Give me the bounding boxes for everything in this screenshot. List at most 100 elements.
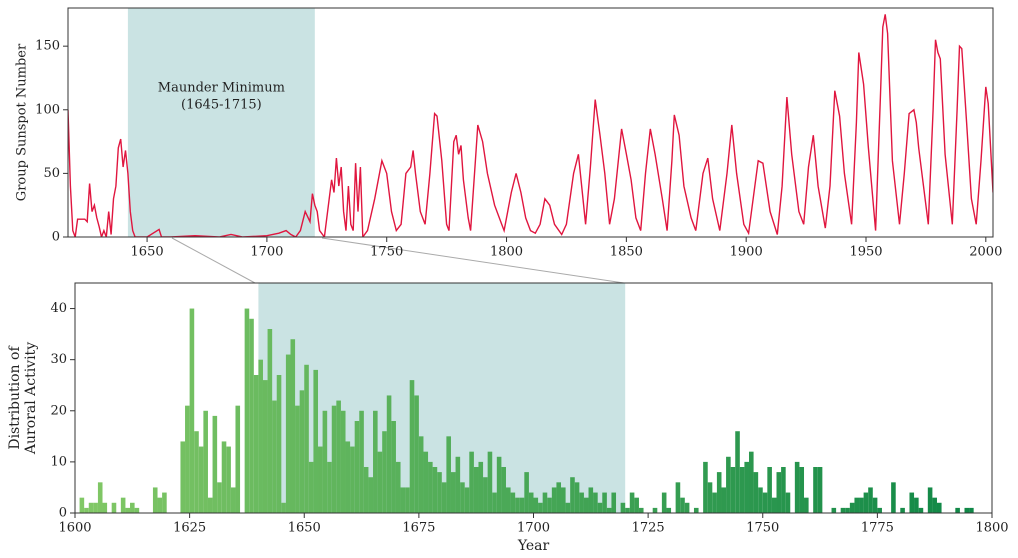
zoom-connector: [321, 237, 625, 284]
histogram-bar: [304, 364, 309, 513]
histogram-bar: [285, 354, 291, 513]
histogram-bar: [272, 400, 277, 513]
x-tick-label: 1750: [370, 245, 403, 260]
histogram-bar: [524, 472, 529, 513]
histogram-bar: [776, 472, 782, 513]
histogram-bar: [593, 492, 598, 513]
histogram-bar: [464, 487, 470, 513]
histogram-bar: [281, 502, 286, 513]
histogram-bar: [230, 487, 236, 513]
sunspot-line: [68, 14, 993, 237]
histogram-bar: [528, 492, 534, 513]
histogram-bar: [739, 467, 745, 513]
y-axis-label: Distribution of: [7, 345, 23, 450]
histogram-bar: [794, 461, 800, 513]
histogram-bar: [102, 502, 108, 513]
x-tick-label: 1950: [849, 245, 882, 260]
histogram-bar: [785, 492, 791, 513]
histogram-bar: [194, 431, 199, 513]
histogram-bar: [460, 482, 465, 513]
histogram-bar: [446, 436, 451, 513]
histogram-bar: [565, 502, 571, 513]
histogram-bar: [217, 482, 222, 513]
histogram-bar: [423, 451, 429, 513]
histogram-bar: [675, 482, 681, 513]
histogram-bar: [111, 502, 117, 513]
histogram-bar: [634, 497, 639, 513]
histogram-bar: [707, 482, 713, 513]
histogram-bar: [185, 405, 190, 513]
histogram-bar: [909, 492, 915, 513]
histogram-bar: [735, 431, 740, 513]
histogram-bar: [180, 441, 186, 513]
histogram-bar: [79, 497, 85, 513]
x-tick-label: 1800: [490, 245, 523, 260]
histogram-bar: [359, 410, 364, 513]
histogram-bar: [914, 497, 919, 513]
y-tick-label: 20: [50, 403, 67, 418]
histogram-bar: [350, 446, 355, 513]
histogram-bar: [437, 472, 442, 513]
histogram-bar: [703, 461, 708, 513]
histogram-bar: [295, 405, 300, 513]
histogram-bar: [771, 497, 777, 513]
histogram-bar: [767, 467, 772, 513]
histogram-bar: [469, 451, 474, 513]
histogram-bar: [519, 497, 525, 513]
histogram-bar: [249, 318, 254, 513]
histogram-bar: [611, 492, 617, 513]
histogram-bar: [450, 472, 456, 513]
histogram-bar: [666, 507, 672, 513]
histogram-bar: [386, 395, 392, 513]
histogram-bar: [538, 502, 543, 513]
histogram-bar: [730, 467, 736, 513]
histogram-bar: [432, 467, 438, 513]
histogram-bar: [570, 477, 575, 513]
y-tick-label: 100: [35, 102, 60, 117]
annotation: Maunder Minimum: [158, 81, 285, 96]
histogram-bar: [501, 467, 506, 513]
histogram-bar: [262, 380, 268, 513]
shaded-span: [127, 8, 315, 237]
histogram-bar: [130, 502, 135, 513]
histogram-bar: [726, 456, 731, 513]
histogram-bar: [556, 482, 562, 513]
histogram-bar: [510, 492, 516, 513]
histogram-bar: [574, 482, 580, 513]
histogram-bar: [918, 507, 924, 513]
histogram-bar: [877, 507, 882, 513]
histogram-bar: [652, 507, 658, 513]
histogram-bar: [299, 390, 305, 513]
histogram-bar: [758, 487, 763, 513]
histogram-bar: [276, 375, 282, 513]
histogram-bar: [817, 467, 823, 513]
y-tick-label: 40: [50, 301, 67, 316]
histogram-bar: [267, 329, 273, 513]
histogram-bar: [579, 492, 584, 513]
histogram-bar: [318, 446, 323, 513]
histogram-bar: [125, 507, 131, 513]
y-tick-label: 0: [59, 506, 67, 521]
histogram-bar: [602, 492, 607, 513]
histogram-bar: [927, 487, 933, 513]
x-tick-label: 1800: [975, 521, 1008, 536]
histogram-bar: [88, 502, 94, 513]
histogram-bar: [203, 410, 208, 513]
histogram-bar: [505, 487, 511, 513]
histogram-bar: [684, 502, 690, 513]
histogram-bar: [327, 461, 332, 513]
histogram-bar: [845, 507, 850, 513]
y-tick-label: 50: [43, 166, 60, 181]
histogram-bar: [606, 507, 612, 513]
x-tick-label: 1725: [632, 521, 665, 536]
histogram-bar: [331, 405, 337, 513]
histogram-bar: [781, 467, 786, 513]
histogram-bar: [588, 487, 594, 513]
histogram-bar: [373, 410, 378, 513]
histogram-bar: [478, 461, 484, 513]
histogram-bar: [969, 507, 974, 513]
histogram-bar: [804, 497, 809, 513]
histogram-bar: [547, 497, 552, 513]
histogram-bar: [813, 467, 818, 513]
histogram-bar: [226, 446, 231, 513]
